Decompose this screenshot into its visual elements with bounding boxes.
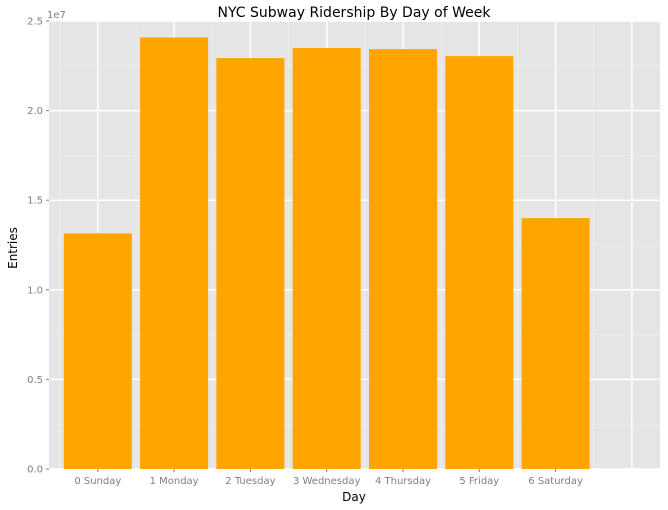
bar: [140, 37, 209, 470]
y-axis: 0.0 0.5 1.0 1.5 2.0 2.5: [27, 17, 49, 476]
x-tick-label: 1 Monday: [150, 476, 199, 487]
x-tick-label: 3 Wednesday: [293, 476, 361, 487]
bar: [445, 56, 514, 469]
x-tick-label: 2 Tuesday: [225, 476, 275, 487]
y-axis-title: Entries: [6, 227, 20, 269]
y-tick-label: 0.5: [27, 375, 43, 386]
bar: [369, 49, 437, 469]
y-tick-label: 0.0: [27, 465, 43, 476]
x-axis: 0 Sunday 1 Monday 2 Tuesday 3 Wednesday 4 Th…: [74, 469, 583, 487]
x-tick-label: 6 Saturday: [528, 476, 583, 487]
bar: [292, 48, 361, 469]
y-scale-label: 1e7: [47, 10, 66, 21]
x-tick-label: 5 Friday: [459, 476, 499, 487]
y-tick-label: 1.5: [27, 196, 43, 207]
x-tick-label: 4 Thursday: [375, 476, 431, 487]
chart-title: NYC Subway Ridership By Day of Week: [218, 5, 492, 21]
y-tick-label: 2.5: [27, 17, 43, 28]
bars: [63, 37, 590, 470]
x-tick-label: 0 Sunday: [74, 476, 121, 487]
x-axis-title: Day: [342, 490, 366, 504]
y-tick-label: 2.0: [27, 106, 43, 117]
bar: [216, 58, 285, 470]
bar: [521, 218, 590, 469]
y-tick-label: 1.0: [27, 285, 43, 296]
bar: [63, 233, 132, 469]
